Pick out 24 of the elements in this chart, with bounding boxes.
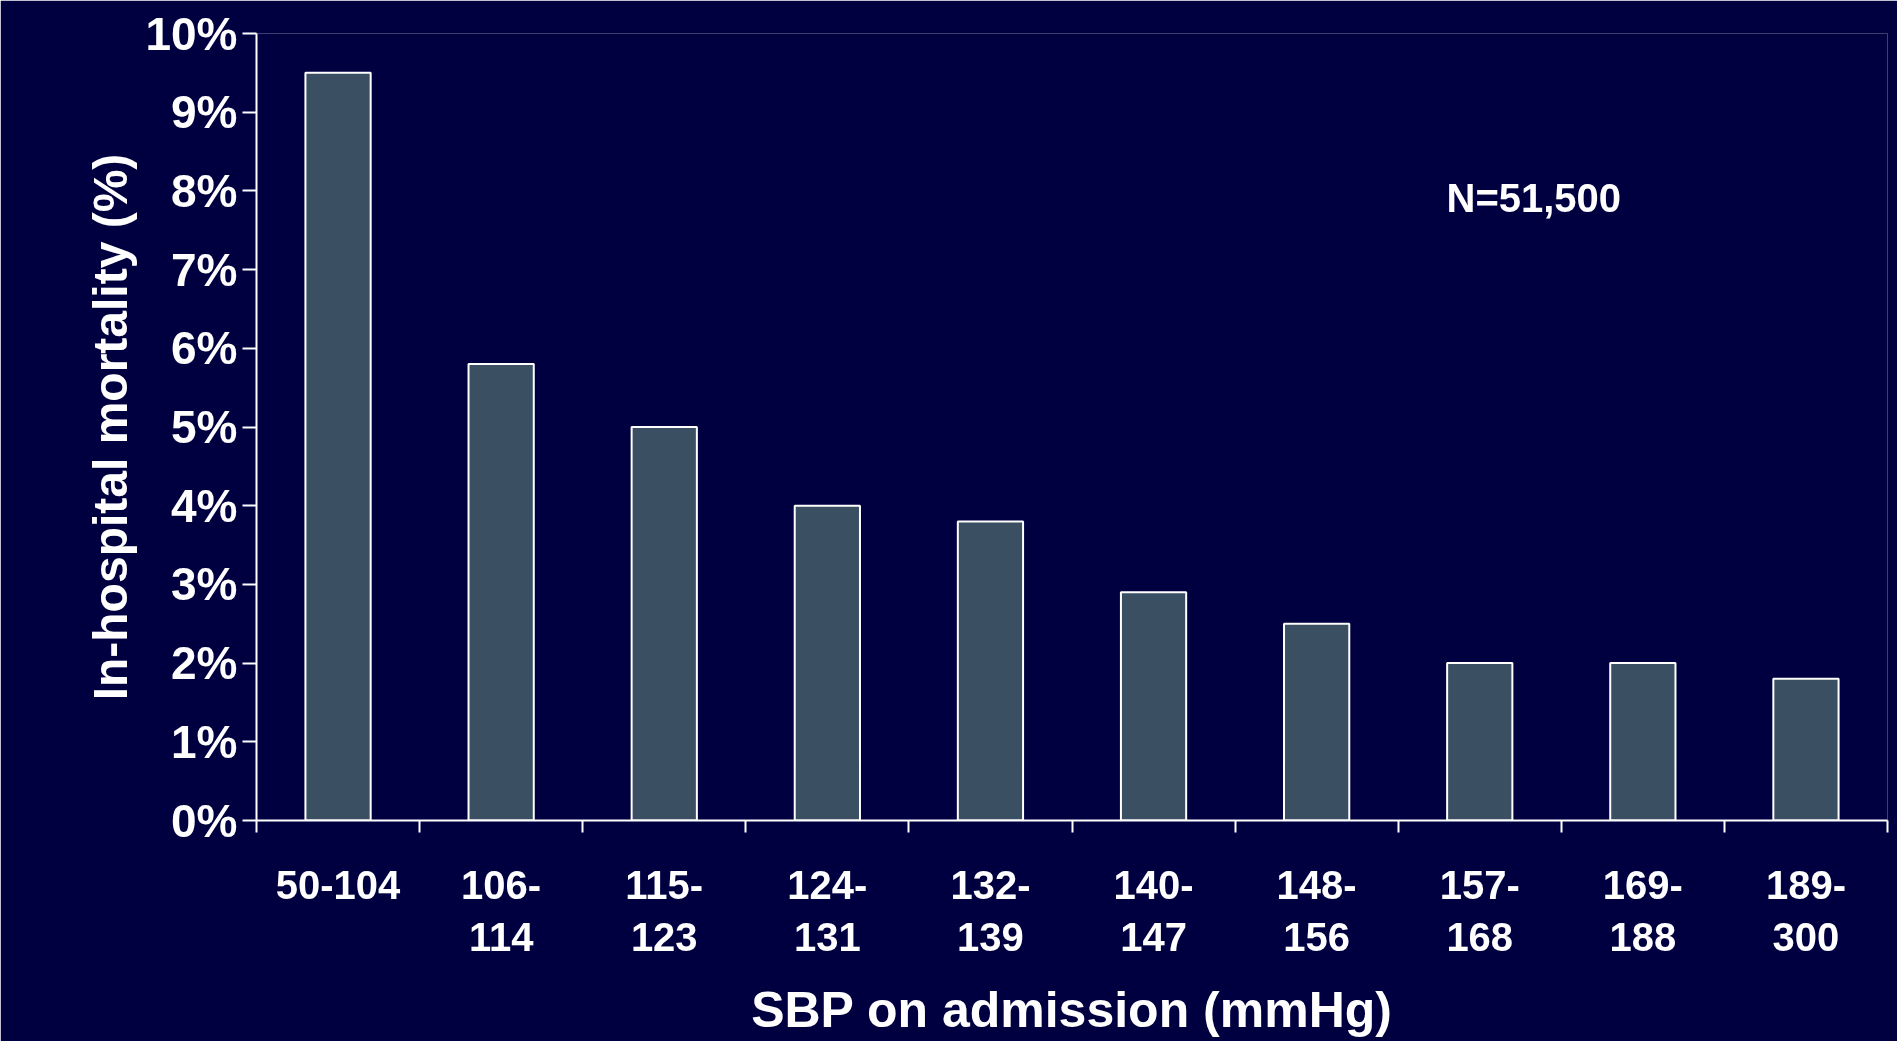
x-axis-title: SBP on admission (mmHg) [751, 982, 1392, 1039]
x-tick-label: 132- 139 [950, 862, 1031, 960]
x-tick-label: 157- 168 [1439, 862, 1520, 960]
y-axis-title: In-hospital mortality (%) [84, 153, 138, 701]
x-tick-label: 106- 114 [461, 862, 542, 960]
annotation: N=51,500 [1446, 175, 1622, 220]
x-tick-label: 115- 123 [625, 862, 704, 960]
x-tick-label: 140- 147 [1113, 862, 1194, 960]
y-tick-label: 10% [145, 7, 238, 60]
y-tick-label: 1% [171, 715, 238, 768]
y-tick-label: 6% [171, 322, 238, 375]
x-tick-label: 169- 188 [1602, 862, 1683, 960]
y-tick-label: 5% [171, 401, 238, 453]
y-tick-label: 3% [171, 558, 238, 611]
y-tick-label: 4% [171, 479, 238, 532]
y-tick-label: 0% [171, 794, 238, 847]
x-tick-label: 124- 131 [787, 862, 868, 960]
x-tick-label: 189- 300 [1765, 862, 1846, 960]
y-tick-label: 8% [171, 164, 238, 217]
x-tick-label: 50-104 [275, 862, 402, 907]
y-tick-label: 9% [171, 86, 238, 139]
y-tick-label: 2% [171, 637, 238, 690]
x-tick-label: 148- 156 [1276, 862, 1357, 960]
y-tick-label: 7% [171, 243, 238, 296]
